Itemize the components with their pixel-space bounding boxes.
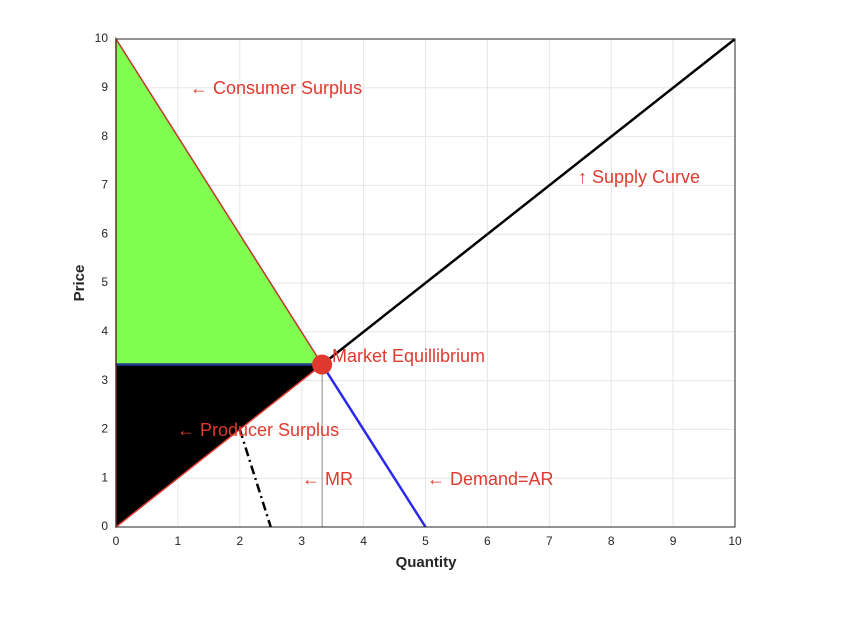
- x-tick-label: 7: [546, 534, 553, 548]
- y-tick-label: 0: [101, 519, 108, 533]
- x-tick-label: 6: [484, 534, 491, 548]
- x-tick-label: 1: [175, 534, 182, 548]
- y-tick-label: 5: [101, 275, 108, 289]
- x-tick-label: 8: [608, 534, 615, 548]
- y-tick-label: 3: [101, 373, 108, 387]
- annotation: ↑ Supply Curve: [578, 167, 700, 187]
- x-tick-label: 5: [422, 534, 429, 548]
- equilibrium-point: [312, 354, 333, 375]
- annotation: Market Equillibrium: [332, 346, 485, 366]
- annotation: ← Consumer Surplus: [190, 78, 362, 98]
- y-tick-label: 9: [101, 80, 108, 94]
- x-tick-label: 4: [360, 534, 367, 548]
- y-tick-label: 6: [101, 226, 108, 240]
- y-tick-label: 1: [101, 470, 108, 484]
- y-tick-label: 8: [101, 129, 108, 143]
- x-axis-label: Quantity: [396, 554, 457, 571]
- y-axis-label: Price: [71, 265, 88, 302]
- x-tick-label: 9: [670, 534, 677, 548]
- x-tick-label: 3: [298, 534, 305, 548]
- annotation: ← Producer Surplus: [177, 420, 339, 440]
- x-tick-label: 0: [113, 534, 120, 548]
- y-tick-label: 4: [101, 324, 108, 338]
- annotation: ← MR: [302, 469, 353, 489]
- curve: [321, 363, 427, 528]
- plot-border: [115, 38, 736, 528]
- curve: [321, 38, 736, 366]
- y-tick-label: 10: [95, 31, 109, 45]
- curve: [238, 429, 272, 528]
- y-tick-label: 2: [101, 422, 108, 436]
- x-tick-label: 2: [236, 534, 243, 548]
- x-tick-label: 10: [728, 534, 742, 548]
- annotation: ← Demand=AR: [427, 469, 554, 489]
- y-tick-label: 7: [101, 178, 108, 192]
